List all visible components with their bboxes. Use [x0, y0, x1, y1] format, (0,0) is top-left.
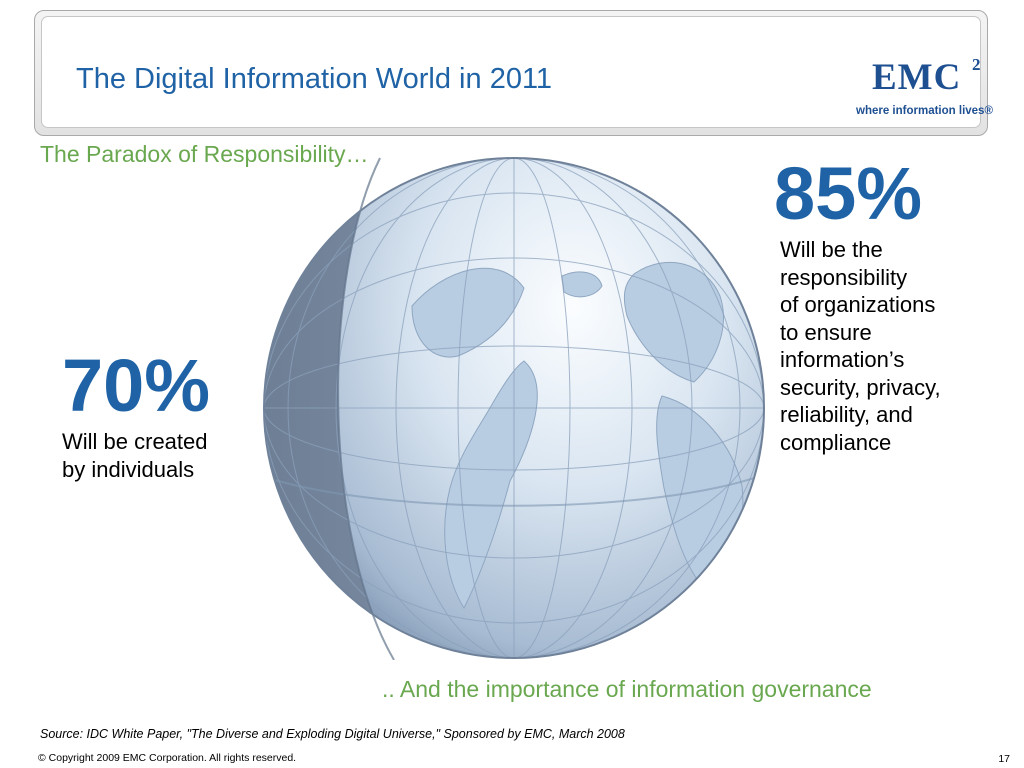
world-globe-icon	[263, 157, 765, 660]
governance-caption: .. And the importance of information gov…	[382, 676, 872, 702]
source-note: Source: IDC White Paper, "The Diverse an…	[40, 727, 625, 741]
slide-subtitle: The Paradox of Responsibility…	[40, 141, 369, 167]
slide-title: The Digital Information World in 2011	[76, 63, 553, 95]
header-panel: The Digital Information World in 2011 EM…	[34, 10, 993, 136]
logo-tagline: where information lives®	[856, 105, 993, 117]
stat-70-description: Will be created by individuals	[62, 429, 208, 482]
stat-70-percent: 70%	[62, 344, 211, 427]
page-number: 17	[998, 753, 1010, 765]
logo-wordmark: EMC	[872, 57, 962, 98]
header-inner-panel: The Digital Information World in 2011 EM…	[41, 16, 993, 128]
logo-superscript: 2	[972, 55, 981, 74]
copyright-footer: © Copyright 2009 EMC Corporation. All ri…	[38, 752, 297, 764]
stat-85-percent: 85%	[774, 152, 923, 235]
emc-logo: EMC 2 where information lives®	[848, 55, 998, 125]
stat-85-description: Will be the responsibility of organizati…	[780, 237, 941, 455]
